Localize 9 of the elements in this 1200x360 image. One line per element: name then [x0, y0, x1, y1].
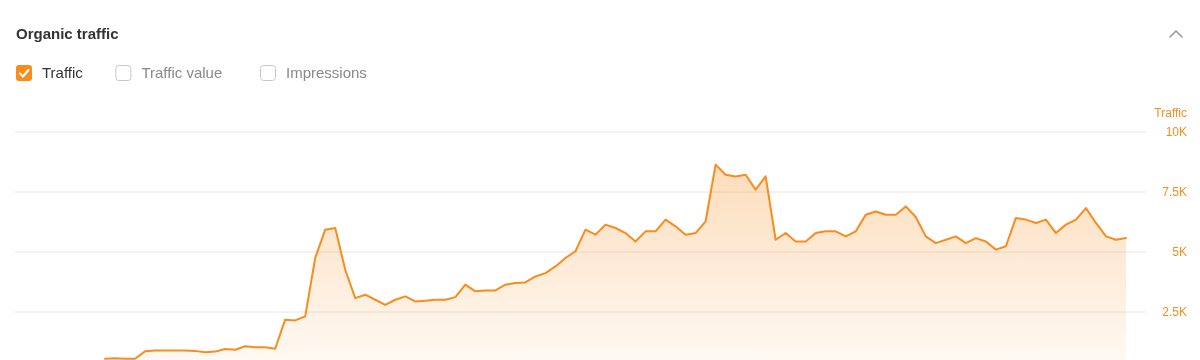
text: Impressions	[286, 64, 367, 81]
y-tick-label: 7.5K	[1162, 185, 1187, 199]
y-axis-title: Traffic	[1154, 106, 1187, 120]
chart-title: Organic traffic	[16, 25, 119, 42]
text: Traffic value	[141, 64, 223, 81]
y-tick-label: 10K	[1165, 125, 1187, 139]
y-tick-label: 5K	[1172, 245, 1187, 259]
y-tick-label: 2.5K	[1162, 305, 1187, 319]
legend-label: Traffic	[42, 64, 84, 81]
